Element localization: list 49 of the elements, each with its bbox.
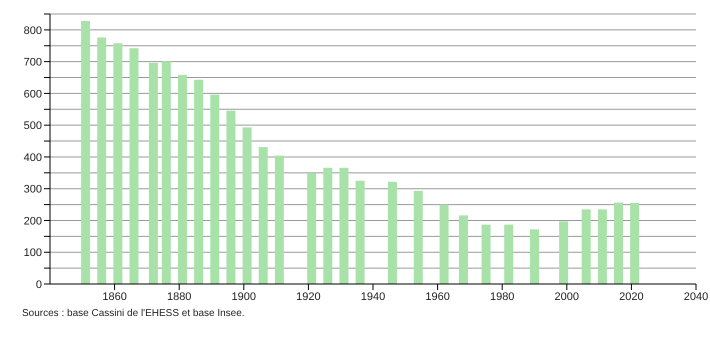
bar [559, 221, 568, 284]
x-tick-label: 2020 [619, 290, 644, 303]
bar [274, 156, 284, 284]
y-tick-label: 600 [24, 88, 42, 100]
bar [356, 180, 365, 284]
bar [504, 224, 514, 284]
x-tick-label: 2000 [554, 290, 580, 303]
bar [307, 173, 316, 284]
bar [598, 209, 607, 284]
bar [242, 127, 252, 284]
bar [440, 204, 449, 284]
y-tick-label: 800 [24, 24, 42, 37]
bar [178, 74, 187, 284]
x-tick-label: 1940 [360, 290, 386, 303]
bar [97, 38, 106, 284]
y-tick-label: 0 [36, 278, 42, 291]
y-tick-label: 200 [24, 215, 42, 228]
x-tick-label: 1960 [425, 290, 450, 303]
bar [458, 215, 468, 284]
x-tick-label: 2040 [684, 290, 708, 303]
bar [162, 61, 171, 284]
bar [482, 224, 491, 284]
y-tick-label: 300 [24, 184, 42, 196]
x-tick-label: 1900 [232, 290, 256, 303]
bar [194, 80, 204, 284]
y-tick-label: 400 [24, 152, 42, 164]
x-tick-label: 1860 [102, 290, 127, 303]
bar [226, 110, 236, 284]
bar [258, 147, 268, 284]
bar [414, 190, 423, 284]
x-tick-label: 1920 [296, 290, 321, 303]
bar [530, 229, 540, 284]
bar [323, 168, 332, 284]
bar [148, 62, 158, 284]
bar [339, 168, 348, 284]
source-note: Sources : base Cassini de l'EHESS et base Insee. [22, 308, 246, 319]
bar [210, 94, 220, 284]
bar [630, 203, 640, 284]
x-tick-label: 1880 [166, 290, 192, 303]
x-tick-label: 1980 [490, 290, 514, 303]
y-tick-label: 700 [24, 56, 42, 69]
bar [113, 43, 122, 284]
bar [130, 48, 139, 284]
bar [614, 202, 624, 284]
bar [388, 182, 397, 284]
bar [582, 209, 591, 284]
y-tick-label: 500 [24, 120, 42, 132]
y-tick-label: 100 [24, 247, 42, 260]
bar [81, 20, 90, 284]
